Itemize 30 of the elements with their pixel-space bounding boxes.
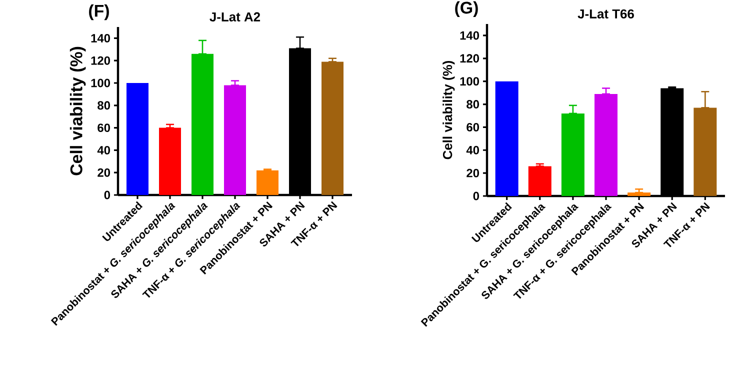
bar: [126, 83, 148, 195]
bar: [159, 128, 181, 195]
y-tick-label: 60: [466, 122, 480, 132]
y-tick-label: 80: [466, 100, 480, 108]
text: (G): [455, 1, 478, 18]
bar: [495, 81, 518, 196]
y-tick-label: 40: [97, 146, 110, 154]
y-tick-label: 40: [466, 146, 480, 154]
bar: [628, 192, 651, 196]
y-axis-title: Cell viability (%): [442, 60, 455, 160]
y-tick-label: 20: [98, 168, 110, 177]
bar: [256, 170, 279, 195]
text: (F): [89, 4, 109, 20]
chart-title: J-Lat A2: [210, 12, 260, 22]
y-tick-label: 20: [466, 168, 480, 178]
y-tick-label: 80: [98, 101, 110, 110]
bar: [528, 166, 552, 196]
y-tick-label: 140: [460, 31, 480, 40]
bar: [322, 62, 344, 195]
y-axis-title: Cell viability (%): [70, 46, 86, 176]
y-tick-label: 120: [460, 54, 480, 63]
y-tick-label: 0: [104, 190, 110, 200]
y-tick-label: 140: [91, 34, 110, 42]
y-tick-label: 100: [460, 77, 480, 86]
y-tick-label: 100: [91, 78, 110, 88]
bar: [224, 85, 246, 195]
y-tick-label: 0: [473, 192, 480, 200]
y-tick-label: 120: [91, 56, 110, 65]
chart-title: J-Lat T66: [578, 9, 634, 18]
y-tick-label: 60: [98, 124, 110, 132]
